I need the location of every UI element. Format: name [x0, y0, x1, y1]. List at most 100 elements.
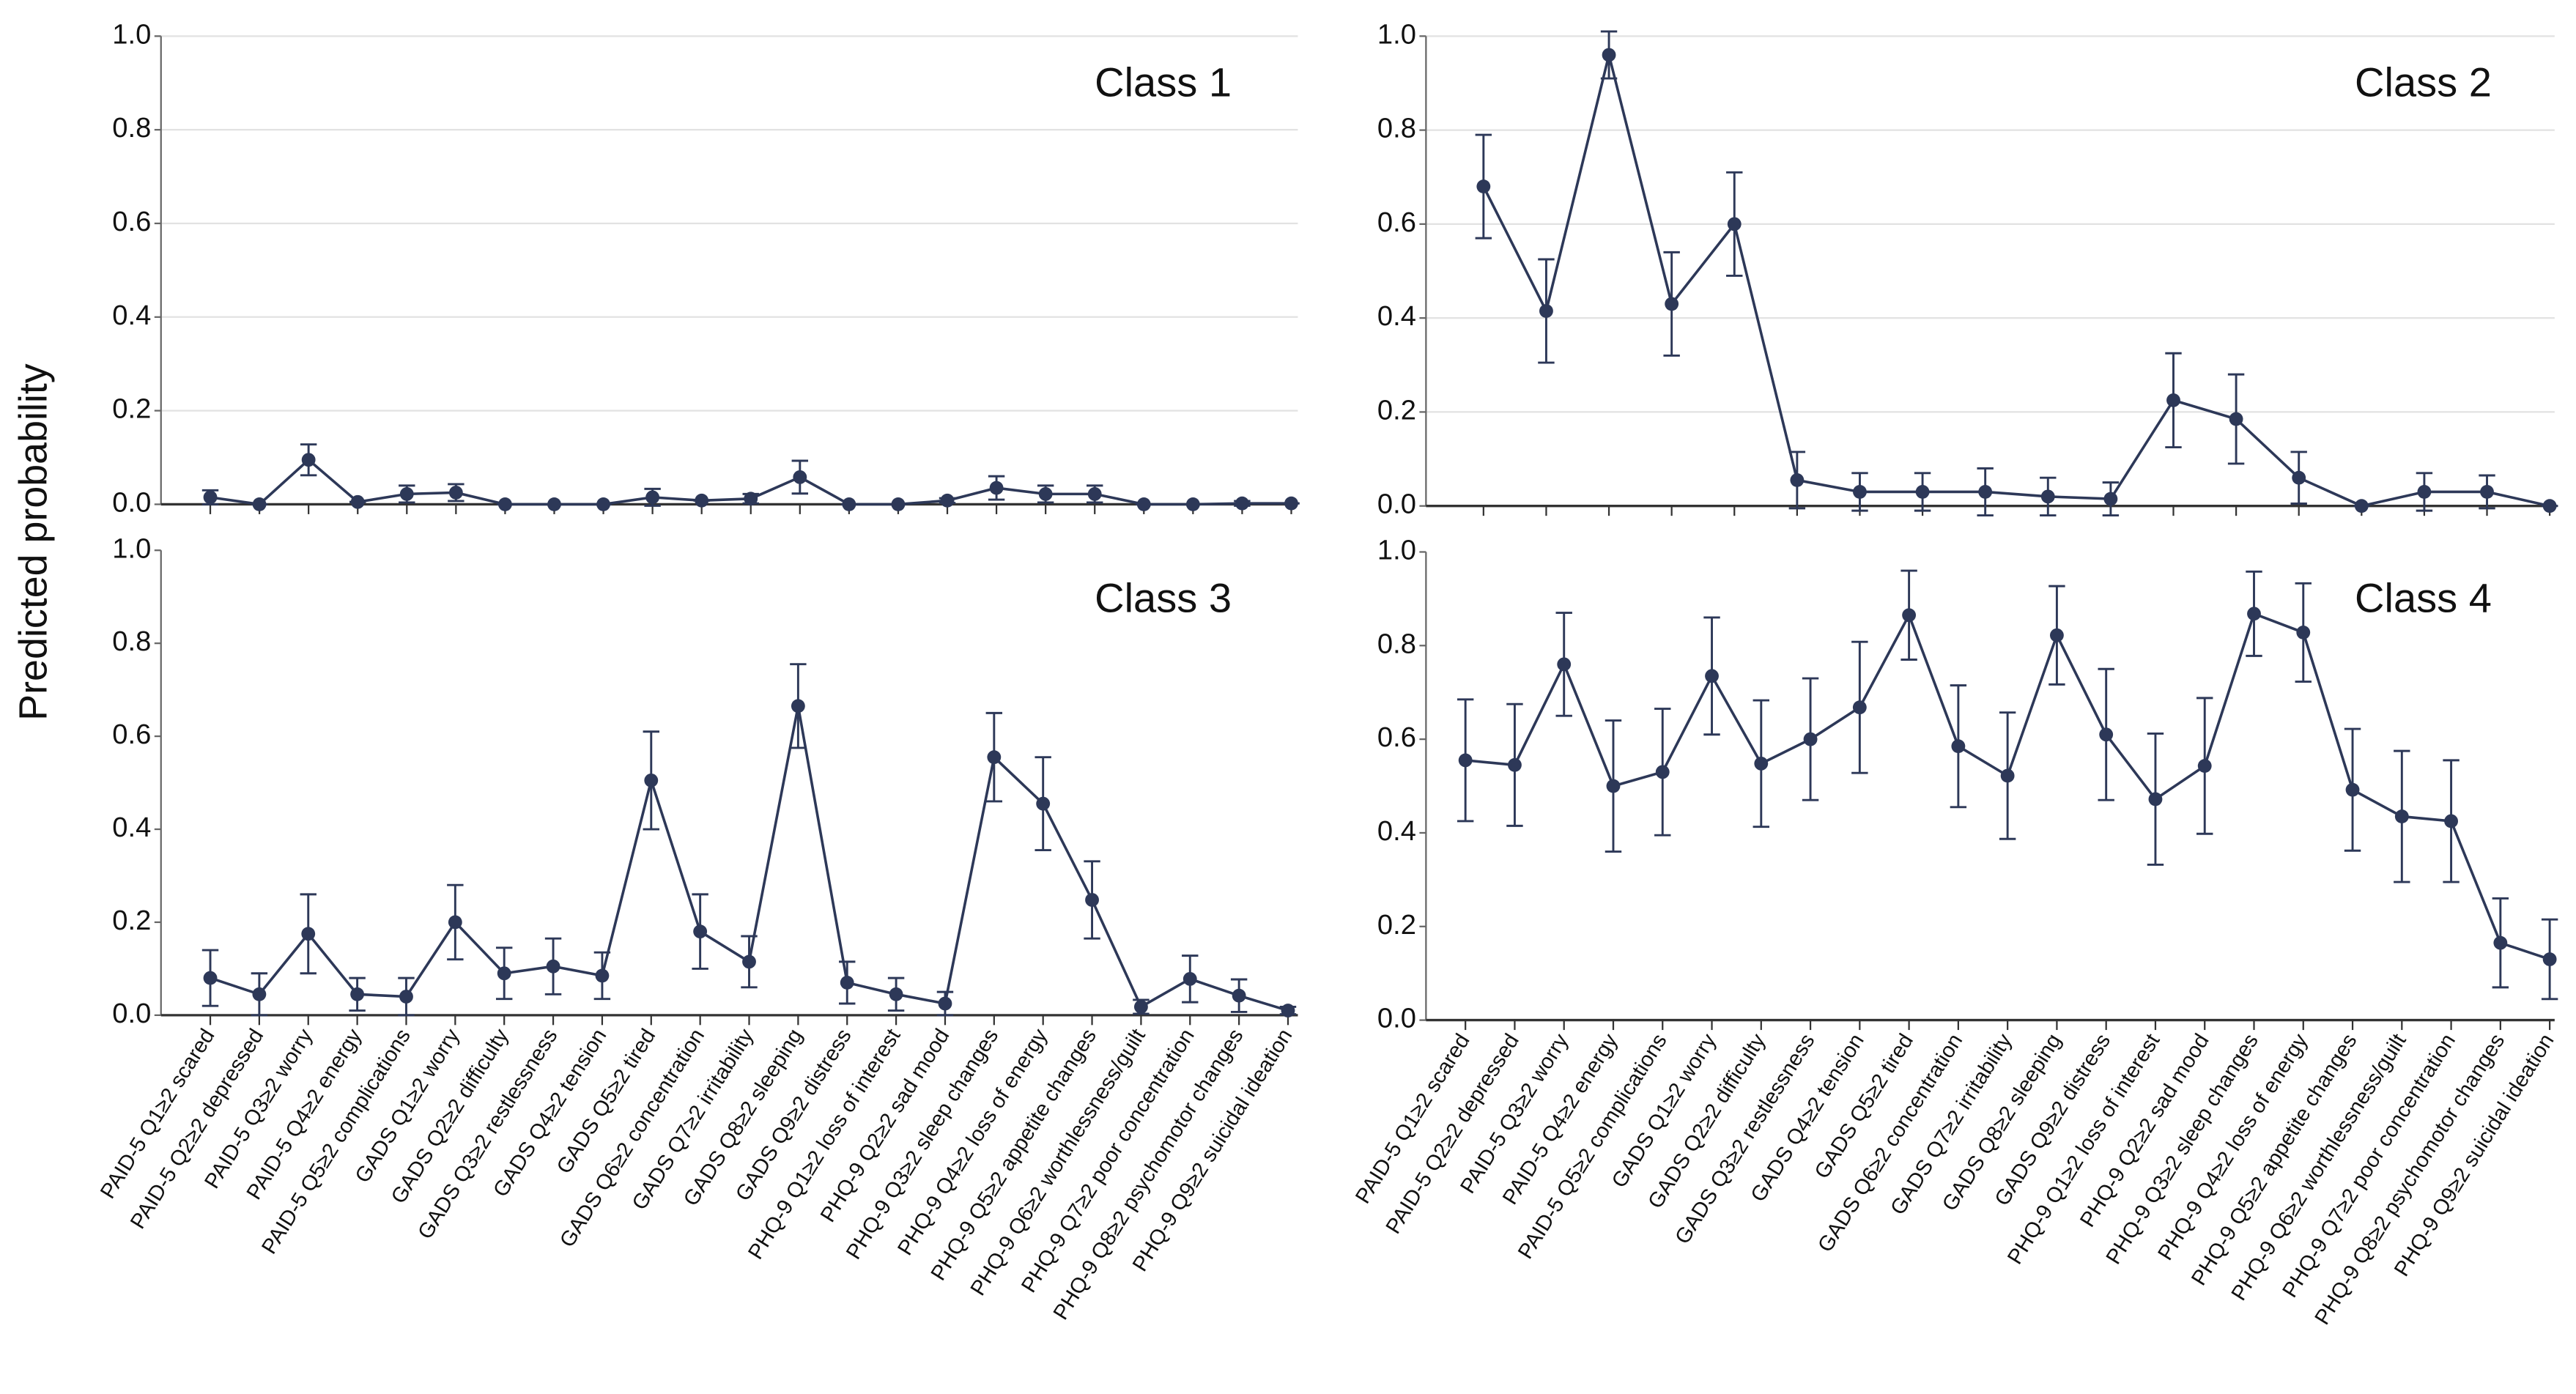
data-point [1136, 497, 1151, 511]
y-tick-label: 0.8 [112, 626, 151, 657]
data-point [891, 497, 906, 511]
y-tick-label: 0.4 [1377, 815, 1416, 847]
data-point [2296, 625, 2311, 639]
data-point [399, 990, 413, 1004]
data-point [252, 987, 267, 1001]
y-tick-label: 0.6 [1377, 207, 1416, 238]
data-point [1915, 485, 1930, 499]
y-tick-label: 1.0 [112, 533, 151, 564]
chart-title: Class 2 [2355, 59, 2492, 105]
data-point [842, 497, 856, 511]
data-point [1727, 217, 1742, 231]
data-point [889, 987, 903, 1001]
data-point [1557, 657, 1572, 672]
data-point [1185, 497, 1200, 511]
data-point [2493, 935, 2508, 950]
data-point [2444, 814, 2458, 828]
data-point [940, 493, 955, 508]
y-tick-label: 0.2 [1377, 394, 1416, 426]
data-point [203, 490, 218, 505]
data-point [1803, 732, 1818, 746]
data-point [1085, 893, 1099, 907]
data-point [1133, 1000, 1148, 1014]
data-point [693, 924, 708, 939]
y-tick-label: 0.6 [1377, 722, 1416, 753]
data-point [2394, 809, 2409, 824]
y-tick-label: 0.4 [112, 812, 151, 843]
data-point [1853, 485, 1867, 499]
data-point [1602, 48, 1616, 62]
data-point [2292, 470, 2306, 485]
y-tick-label: 1.0 [112, 18, 151, 50]
data-point [1978, 485, 1993, 499]
chart-title: Class 3 [1095, 575, 1232, 621]
data-point [645, 490, 660, 505]
data-point [301, 927, 316, 941]
y-tick-label: 0.8 [1377, 113, 1416, 144]
data-point [2166, 393, 2180, 407]
data-point [448, 915, 462, 930]
data-point [2542, 499, 2557, 514]
data-point [987, 750, 1002, 765]
data-point [350, 494, 365, 509]
data-point [596, 497, 610, 511]
data-point [2247, 607, 2261, 621]
data-point [989, 481, 1004, 495]
data-point [1606, 779, 1621, 793]
data-point [2000, 768, 2015, 783]
series-line [1482, 54, 2550, 508]
y-tick-label: 0.2 [112, 393, 151, 425]
data-point [2480, 485, 2494, 499]
data-point [2040, 489, 2055, 504]
data-point [744, 492, 758, 506]
data-point [595, 968, 610, 983]
data-point [1036, 796, 1051, 811]
data-point [2197, 759, 2212, 773]
data-point [742, 954, 756, 969]
data-point [1951, 739, 1966, 754]
data-point [301, 453, 316, 467]
data-point [546, 959, 560, 974]
y-tick-label: 1.0 [1377, 535, 1416, 566]
data-point [2229, 412, 2243, 426]
data-point [1705, 669, 1719, 683]
y-tick-label: 0.6 [112, 206, 151, 237]
data-point [1235, 496, 1249, 511]
y-tick-label: 0.4 [112, 300, 151, 331]
y-tick-label: 1.0 [1377, 18, 1416, 50]
data-point [2148, 792, 2163, 807]
y-tick-label: 0.0 [112, 487, 151, 519]
data-point [1281, 1004, 1295, 1017]
data-point [2099, 727, 2114, 742]
data-point [1790, 473, 1805, 487]
data-point [793, 470, 807, 484]
data-point [1539, 304, 1553, 318]
y-tick-label: 0.0 [1377, 1003, 1416, 1034]
data-point [2417, 485, 2432, 499]
data-point [547, 497, 561, 511]
data-point [1458, 753, 1473, 768]
data-point [1232, 988, 1246, 1003]
data-point [1476, 179, 1491, 193]
data-point [840, 976, 854, 990]
data-point [1038, 486, 1053, 501]
y-tick-label: 0.4 [1377, 300, 1416, 332]
data-point [1852, 700, 1867, 715]
y-tick-label: 0.6 [112, 719, 151, 750]
data-point [644, 773, 659, 787]
data-point [1754, 756, 1769, 771]
data-point [1902, 608, 1917, 623]
data-point [1087, 486, 1102, 501]
data-point [1665, 297, 1679, 311]
data-point [350, 987, 365, 1001]
data-point [448, 486, 463, 500]
data-point [1182, 971, 1197, 986]
data-point [1508, 757, 1522, 772]
data-point [2542, 952, 2557, 966]
data-point [791, 699, 805, 713]
data-point [399, 486, 414, 501]
y-tick-label: 0.8 [112, 112, 151, 144]
y-tick-label: 0.0 [1377, 489, 1416, 520]
